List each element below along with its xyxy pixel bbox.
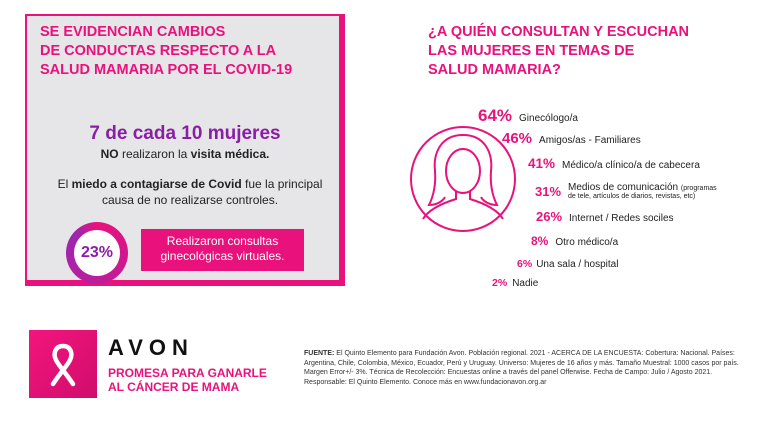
rank-item-amigos: 46% Amigos/as - Familiares: [502, 130, 641, 147]
rank-item-internet: 26% Internet / Redes sociles: [536, 209, 674, 224]
consult-panel-title: ¿A QUIÉN CONSULTAN Y ESCUCHAN LAS MUJERE…: [428, 24, 690, 78]
pink-ribbon-icon: [50, 343, 76, 387]
rank-item-otro-medico: 8% Otro médico/a: [531, 234, 619, 248]
rank-item-sala-hospital: 6% Una sala / hospital: [517, 258, 619, 270]
avon-logo: [29, 330, 97, 398]
sub-stat: NO realizaron la visita médica.: [100, 147, 270, 161]
rank-item-nadie: 2% Nadie: [492, 277, 539, 289]
rank-item-medico-clinico: 41% Médico/a clínico/a de cabecera: [528, 156, 700, 171]
rank-item-medios: 31% Medios de comunicación (programas de…: [535, 182, 717, 200]
covid-panel-title: SE EVIDENCIAN CAMBIOS DE CONDUCTAS RESPE…: [40, 24, 293, 78]
rank-item-ginecologo: 64% Ginecólogo/a: [478, 106, 578, 125]
avon-brand: AVON: [108, 335, 194, 360]
percentage-ring: 23%: [66, 222, 128, 284]
woman-silhouette-icon: [410, 126, 516, 232]
virtual-consult-box: Realizaron consultas ginecológicas virtu…: [141, 229, 304, 271]
avon-tagline: PROMESA PARA GANARLE AL CÁNCER DE MAMA: [108, 366, 267, 394]
source-note: FUENTE: El Quinto Elemento para Fundació…: [304, 350, 739, 386]
ring-value: 23%: [74, 230, 120, 276]
big-stat: 7 de cada 10 mujeres: [89, 123, 281, 144]
fear-statement: El miedo a contagiarse de Covid fue la p…: [57, 177, 323, 207]
